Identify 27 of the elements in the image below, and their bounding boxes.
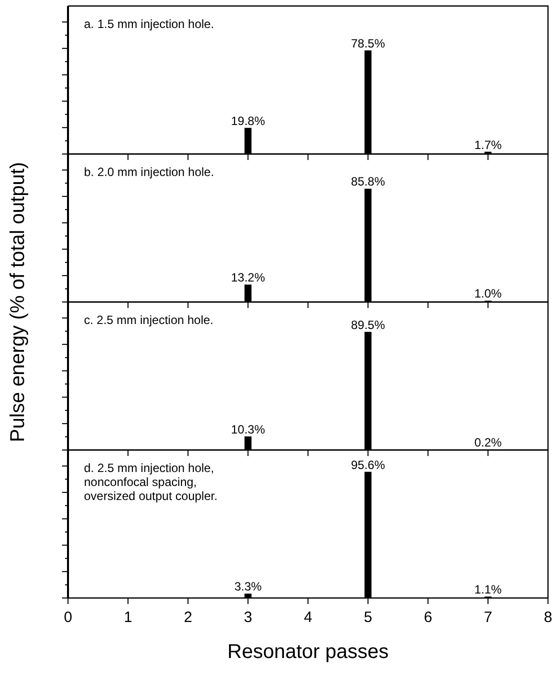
x-tick-label: 0 bbox=[64, 609, 72, 626]
chart-title: c. 2.5 mm injection hole. bbox=[84, 313, 214, 327]
data-label: 10.3% bbox=[230, 422, 266, 436]
chart-title: b. 2.0 mm injection hole. bbox=[84, 165, 214, 179]
data-label: 85.8% bbox=[350, 174, 386, 189]
x-axis-title: Resonator passes bbox=[227, 641, 389, 663]
data-label: 0.2% bbox=[474, 436, 502, 450]
data-label: 19.8% bbox=[230, 114, 266, 128]
data-label: 89.5% bbox=[350, 318, 386, 332]
data-label: 95.6% bbox=[350, 458, 386, 472]
data-label: 13.2% bbox=[230, 270, 266, 285]
data-label: 1.0% bbox=[474, 286, 502, 301]
x-tick-label: 7 bbox=[484, 609, 492, 626]
x-tick-label: 4 bbox=[304, 609, 312, 626]
data-label: 1.7% bbox=[474, 138, 502, 152]
x-tick-label: 1 bbox=[124, 609, 132, 626]
chart-title: a. 1.5 mm injection hole. bbox=[84, 17, 214, 31]
x-tick-label: 3 bbox=[244, 609, 252, 626]
y-axis-title: Pulse energy (% of total output) bbox=[7, 162, 29, 442]
x-tick-label: 2 bbox=[184, 609, 192, 626]
data-label: 3.3% bbox=[234, 580, 262, 594]
x-tick-label: 8 bbox=[544, 609, 552, 626]
chart-title: d. 2.5 mm injection hole, nonconfocal spacing, oversized output coupler. bbox=[84, 461, 218, 503]
data-label: 1.1% bbox=[474, 582, 502, 597]
x-tick-label: 5 bbox=[364, 609, 372, 626]
data-label: 78.5% bbox=[350, 36, 386, 50]
x-tick-label: 6 bbox=[424, 609, 432, 626]
